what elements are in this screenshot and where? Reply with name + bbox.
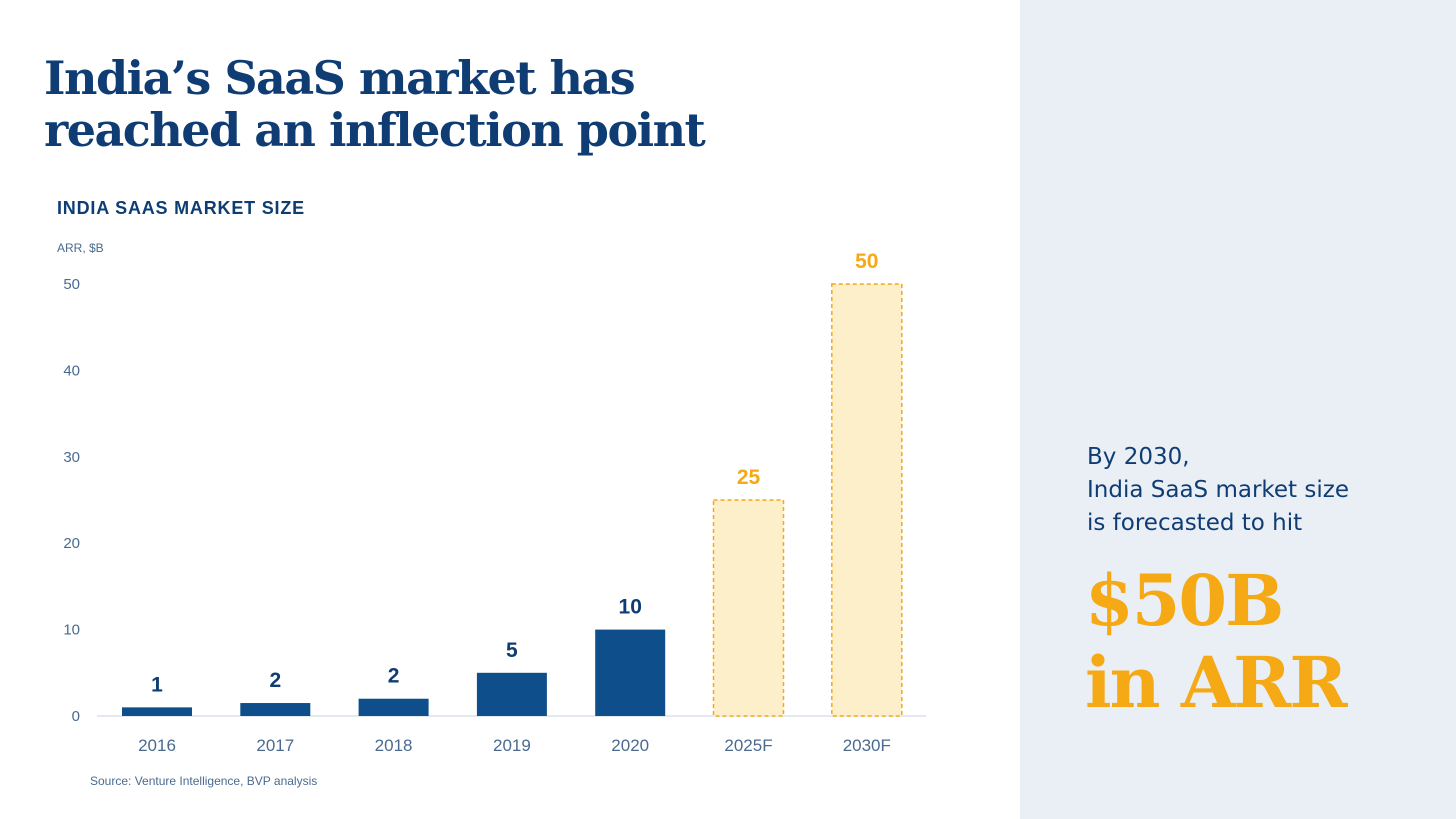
data-label: 5 (506, 639, 518, 662)
bar (240, 703, 311, 716)
data-label: 10 (619, 596, 642, 619)
x-tick-label: 2018 (375, 736, 413, 755)
x-tick-label: 2020 (611, 736, 649, 755)
chart-title: INDIA SAAS MARKET SIZE (57, 198, 305, 218)
title-line-2: reached an inflection point (44, 103, 706, 157)
title-line-1: India’s SaaS market has (44, 51, 636, 105)
page-title: India’s SaaS market has reached an infle… (44, 51, 706, 157)
y-tick-label: 0 (72, 708, 80, 725)
y-tick-label: 30 (63, 449, 80, 466)
data-label: 25 (737, 466, 761, 489)
data-label: 2 (388, 665, 400, 688)
data-label: 2 (269, 669, 281, 692)
bar-chart: 0 10 20 30 40 50 1 2016 2 2017 2 2018 5 2019 10 2020 25 2… (63, 250, 926, 755)
source-note: Source: Venture Intelligence, BVP analys… (90, 774, 318, 788)
y-tick-label: 40 (63, 362, 80, 379)
bar-forecast (712, 499, 785, 717)
callout-line-2: India SaaS market size (1087, 477, 1349, 503)
callout-panel (1020, 0, 1456, 819)
y-axis-unit-label: ARR, $B (57, 241, 104, 255)
callout-text: By 2030, India SaaS market size is forec… (1087, 441, 1349, 540)
data-label: 50 (855, 250, 878, 273)
bar (595, 629, 666, 716)
callout-figure: $50B in ARR (1085, 559, 1348, 724)
y-tick-label: 10 (63, 622, 80, 639)
x-tick-label: 2030F (843, 736, 891, 755)
callout-line-3: is forecasted to hit (1087, 510, 1303, 536)
x-tick-label: 2017 (256, 736, 294, 755)
x-tick-label: 2025F (724, 736, 772, 755)
y-tick-label: 20 (63, 535, 80, 552)
bar (476, 672, 547, 716)
bar (122, 707, 192, 716)
bar-forecast (831, 283, 903, 717)
data-label: 1 (151, 673, 163, 696)
y-tick-label: 50 (63, 276, 80, 293)
callout-line-1: By 2030, (1087, 444, 1190, 470)
callout-figure-line-1: $50B (1085, 559, 1284, 642)
callout-figure-line-2: in ARR (1085, 641, 1348, 724)
bar (358, 698, 429, 716)
x-tick-label: 2016 (138, 736, 176, 755)
x-tick-label: 2019 (493, 736, 531, 755)
